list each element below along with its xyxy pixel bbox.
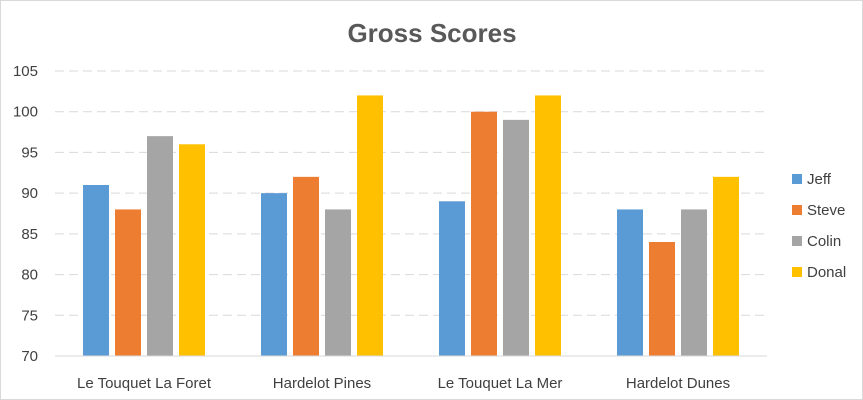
legend-label-jeff: Jeff xyxy=(807,171,832,188)
x-category-label: Hardelot Dunes xyxy=(626,375,730,392)
legend-swatch-donal xyxy=(792,267,802,277)
legend-swatch-colin xyxy=(792,236,802,246)
bar-steve-3 xyxy=(649,242,675,356)
bar-donal-2 xyxy=(535,95,561,356)
bar-colin-2 xyxy=(503,119,529,356)
legend-label-colin: Colin xyxy=(807,233,841,250)
bar-jeff-3 xyxy=(617,209,643,356)
bar-donal-3 xyxy=(713,176,739,356)
x-category-label: Le Touquet La Foret xyxy=(77,375,212,392)
bars xyxy=(83,95,739,356)
x-axis-categories: Le Touquet La Foret Hardelot Pines Le Touq… xyxy=(77,375,730,392)
y-tick-label: 80 xyxy=(21,267,38,284)
bar-jeff-1 xyxy=(261,193,287,356)
chart-title: Gross Scores xyxy=(347,18,516,48)
legend-label-donal: Donal xyxy=(807,264,846,281)
gridlines xyxy=(55,70,767,316)
y-tick-label: 75 xyxy=(21,307,38,324)
y-tick-label: 70 xyxy=(21,348,38,365)
bar-donal-1 xyxy=(357,95,383,356)
bar-colin-3 xyxy=(681,209,707,356)
x-category-label: Le Touquet La Mer xyxy=(438,375,563,392)
y-tick-label: 100 xyxy=(13,104,38,121)
bar-steve-0 xyxy=(115,209,141,356)
y-axis-ticks: 70 75 80 85 90 95 100 105 xyxy=(13,63,38,365)
y-tick-label: 95 xyxy=(21,144,38,161)
legend-swatch-jeff xyxy=(792,174,802,184)
bar-steve-1 xyxy=(293,176,319,356)
bar-steve-2 xyxy=(471,111,497,356)
legend-swatch-steve xyxy=(792,205,802,215)
bar-jeff-0 xyxy=(83,185,109,356)
y-tick-label: 85 xyxy=(21,226,38,243)
legend: Jeff Steve Colin Donal xyxy=(792,171,846,281)
bar-jeff-2 xyxy=(439,201,465,356)
bar-donal-0 xyxy=(179,144,205,356)
bar-colin-1 xyxy=(325,209,351,356)
legend-label-steve: Steve xyxy=(807,202,845,219)
y-tick-label: 90 xyxy=(21,185,38,202)
x-category-label: Hardelot Pines xyxy=(273,375,371,392)
bar-colin-0 xyxy=(147,136,173,356)
y-tick-label: 105 xyxy=(13,63,38,80)
